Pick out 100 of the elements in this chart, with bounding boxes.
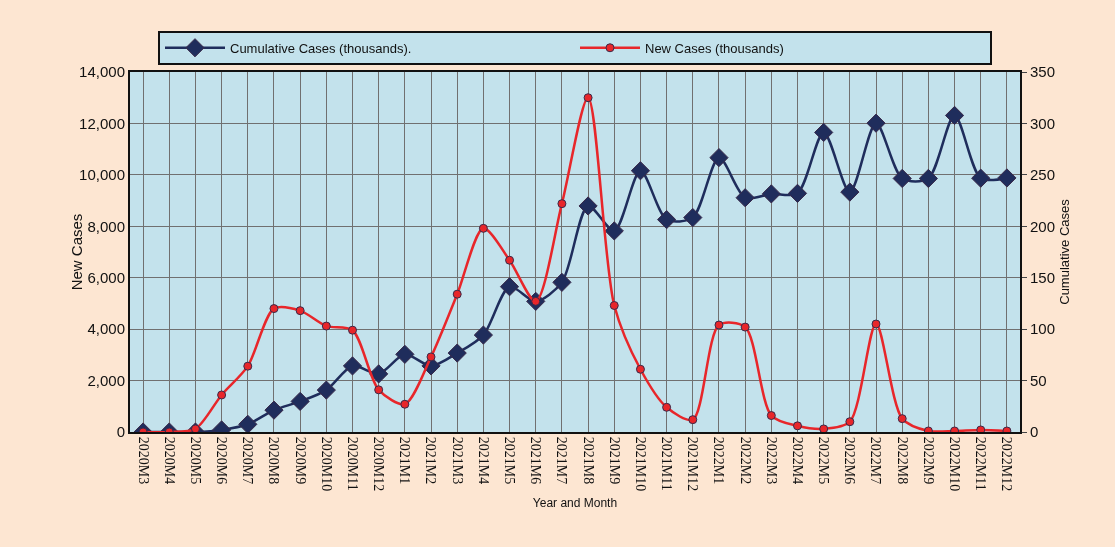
point bbox=[505, 255, 515, 265]
x-tick-label: 2020M9 bbox=[292, 436, 308, 485]
x-tick-label: 2022M5 bbox=[816, 436, 832, 485]
point bbox=[269, 304, 279, 314]
point bbox=[264, 400, 284, 420]
point bbox=[238, 414, 258, 432]
point bbox=[657, 210, 677, 230]
point bbox=[190, 424, 200, 432]
y2-tick-label: 150 bbox=[1030, 268, 1056, 286]
point bbox=[630, 161, 651, 181]
point bbox=[971, 168, 991, 188]
x-tick-label: 2020M4 bbox=[161, 436, 177, 485]
y2-tick-label: 50 bbox=[1030, 371, 1047, 389]
point bbox=[714, 320, 724, 330]
point bbox=[766, 411, 776, 421]
legend-label: Cumulative Cases (thousands). bbox=[230, 40, 412, 56]
y-tick-label: 6,000 bbox=[87, 268, 125, 286]
legend-label: New Cases (thousands) bbox=[645, 40, 784, 56]
x-axis-title: Year and Month bbox=[532, 495, 618, 510]
x-tick-label: 2022M7 bbox=[868, 436, 884, 485]
x-tick-label: 2022M2 bbox=[737, 436, 753, 485]
x-tick-label: 2022M8 bbox=[894, 436, 910, 485]
x-tick-label: 2022M1 bbox=[711, 436, 727, 485]
x-tick-label: 2021M1 bbox=[397, 436, 413, 485]
y-tick-label: 12,000 bbox=[79, 114, 125, 132]
x-tick-label: 2020M3 bbox=[135, 436, 151, 485]
point bbox=[369, 364, 389, 384]
y2-tick-label: 100 bbox=[1030, 320, 1056, 338]
x-tick-label: 2020M7 bbox=[240, 436, 256, 485]
point bbox=[735, 188, 755, 208]
x-tick-label: 2021M10 bbox=[632, 436, 648, 492]
point bbox=[897, 414, 907, 424]
point bbox=[688, 415, 698, 425]
x-tick-label: 2021M5 bbox=[502, 436, 518, 485]
point bbox=[452, 289, 462, 299]
point bbox=[473, 325, 493, 345]
point bbox=[583, 93, 593, 103]
y2-tick-label: 0 bbox=[1030, 423, 1039, 441]
point bbox=[635, 364, 645, 374]
x-tick-label: 2020M6 bbox=[214, 436, 230, 485]
point bbox=[342, 356, 363, 376]
point bbox=[793, 421, 802, 431]
y2-tick-label: 250 bbox=[1030, 166, 1056, 184]
point bbox=[814, 122, 834, 143]
x-tick-label: 2021M4 bbox=[475, 436, 491, 485]
y-tick-label: 14,000 bbox=[79, 63, 125, 81]
point bbox=[217, 390, 227, 400]
point bbox=[918, 168, 938, 189]
x-tick-label: 2022M11 bbox=[973, 436, 989, 491]
x-tick-label: 2022M9 bbox=[920, 436, 936, 485]
point bbox=[348, 325, 357, 335]
x-tick-label: 2021M3 bbox=[449, 436, 465, 485]
point bbox=[997, 168, 1017, 188]
point bbox=[578, 196, 598, 216]
y-tick-label: 10,000 bbox=[79, 166, 125, 184]
x-tick-label: 2022M10 bbox=[947, 436, 963, 492]
y2-tick-label: 300 bbox=[1030, 114, 1056, 132]
point bbox=[400, 399, 410, 409]
y-tick-label: 8,000 bbox=[87, 217, 125, 235]
point bbox=[761, 184, 781, 204]
point bbox=[321, 321, 331, 331]
x-tick-label: 2021M12 bbox=[685, 436, 701, 492]
point bbox=[740, 322, 750, 332]
x-tick-label: 2020M10 bbox=[318, 436, 334, 492]
x-tick-label: 2020M12 bbox=[371, 436, 387, 492]
y-axis-title: New Cases bbox=[68, 213, 86, 291]
point bbox=[295, 306, 305, 316]
point bbox=[845, 417, 855, 427]
point bbox=[499, 277, 520, 297]
point bbox=[604, 221, 624, 241]
point bbox=[557, 199, 567, 209]
point bbox=[552, 272, 572, 292]
y2-axis-title: Cumulative Cases bbox=[1057, 198, 1073, 305]
y2-tick-label: 200 bbox=[1030, 217, 1056, 235]
x-tick-label: 2021M8 bbox=[580, 436, 596, 485]
x-tick-label: 2020M11 bbox=[344, 436, 360, 491]
point bbox=[709, 148, 729, 168]
point bbox=[609, 300, 619, 310]
y2-tick-label: 350 bbox=[1030, 63, 1056, 81]
point bbox=[892, 168, 912, 189]
x-tick-label: 2021M11 bbox=[659, 436, 675, 491]
point bbox=[290, 391, 310, 411]
point bbox=[662, 402, 672, 412]
x-tick-label: 2021M7 bbox=[554, 436, 570, 485]
point bbox=[426, 352, 436, 362]
point bbox=[840, 182, 860, 202]
point bbox=[478, 223, 488, 233]
x-tick-label: 2022M12 bbox=[999, 436, 1015, 492]
point bbox=[787, 183, 808, 203]
point bbox=[374, 385, 384, 395]
point bbox=[683, 207, 703, 228]
point bbox=[243, 361, 253, 371]
x-tick-label: 2020M5 bbox=[187, 436, 203, 485]
point bbox=[395, 344, 415, 364]
point bbox=[871, 319, 881, 329]
x-tick-label: 2022M6 bbox=[842, 436, 858, 485]
point bbox=[976, 425, 986, 432]
x-tick-label: 2021M9 bbox=[606, 436, 622, 485]
y-tick-label: 2,000 bbox=[87, 371, 125, 389]
point bbox=[819, 424, 829, 432]
